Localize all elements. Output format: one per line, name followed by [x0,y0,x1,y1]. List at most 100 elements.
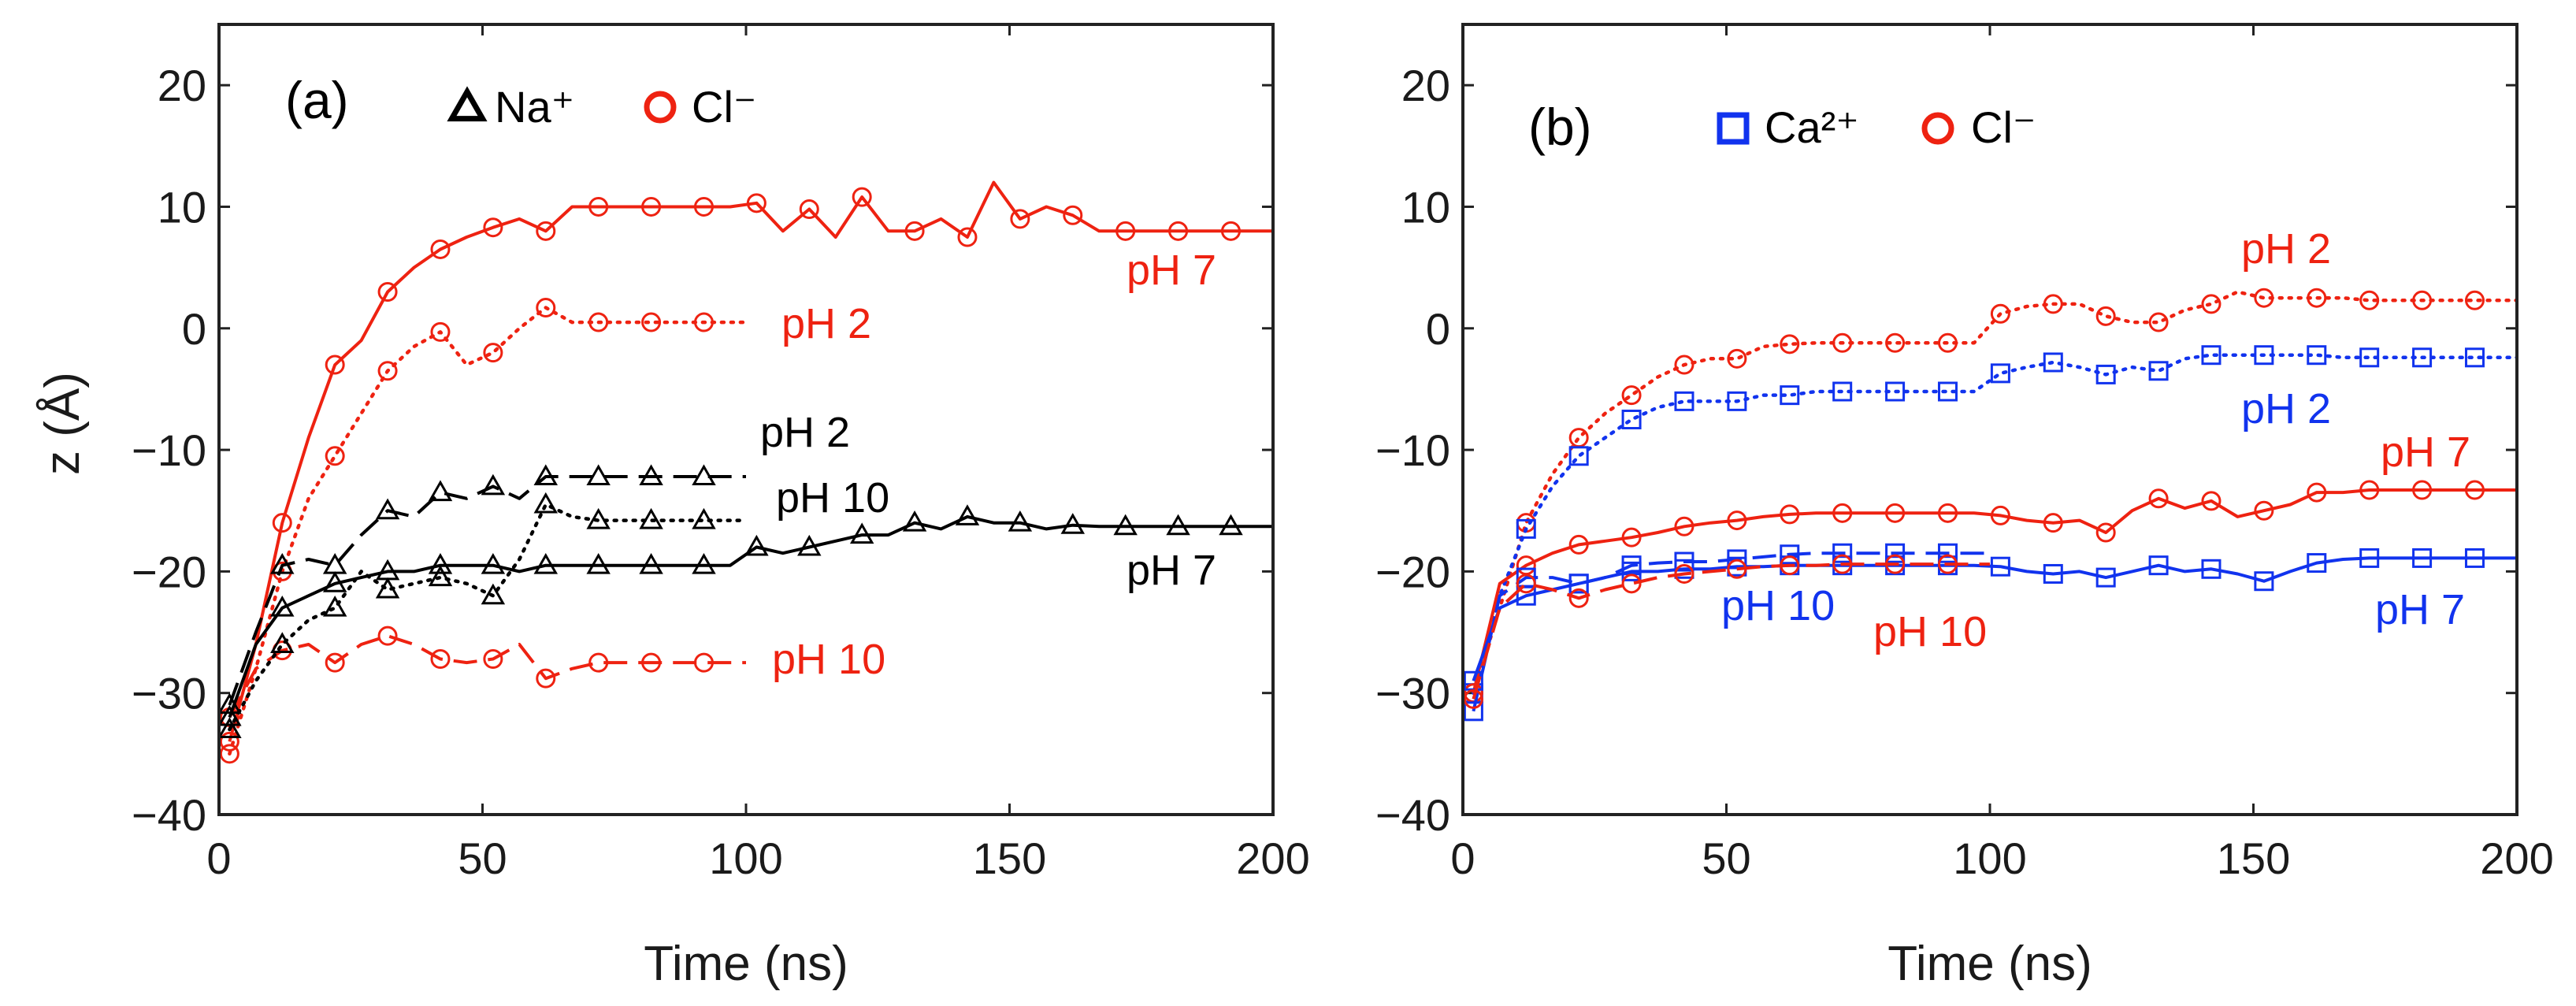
data-point [377,626,398,646]
x-tick-label: 100 [1953,833,2026,883]
data-point [1780,334,1800,355]
data-point [1621,385,1642,406]
data-point [1937,543,1958,563]
data-point [1060,513,1086,534]
y-tick-label: −10 [1375,425,1450,475]
y-tick-label: 0 [182,304,206,354]
data-point [1937,381,1958,402]
series-ca2-ph-2 [1463,345,2517,703]
data-point [1780,544,1800,565]
data-point [1727,348,1747,369]
data-point [270,552,295,574]
series-annotation: pH 10 [1873,608,1987,655]
data-point [1727,510,1747,531]
data-point [219,704,242,726]
series-na-ph-2 [219,464,746,715]
x-tick-label: 200 [1236,833,1309,883]
data-point [1990,556,2010,577]
y-tick-label: −30 [1375,669,1450,718]
data-point [797,534,822,556]
series-annotation: pH 7 [1127,547,1216,594]
data-point [1885,543,1906,563]
data-point [586,552,611,574]
data-point [641,196,662,217]
data-point [692,464,716,486]
data-point [2095,364,2116,384]
data-point [322,552,347,574]
y-tick-label: −10 [132,425,206,475]
data-point [2095,306,2116,326]
data-point [1621,410,1642,429]
x-axis-label: Time (ns) [644,937,848,991]
panel-b: 0 50 100 150 200 −40 −30 −20 −10 0 10 20 Time (ns) pH… [1375,23,2554,991]
data-point [2254,500,2274,521]
series-annotation: pH 2 [760,409,850,456]
data-point [2464,480,2485,500]
series-line [228,514,1273,718]
data-point [430,239,451,259]
data-point [1780,385,1800,406]
series-cl-ph-10 [1463,554,1990,709]
data-point [1516,574,1536,594]
data-point [1990,363,2010,384]
data-point [2043,563,2063,584]
data-point [2307,482,2327,503]
series-line [1472,290,2517,695]
y-tick-label: −20 [1375,547,1450,596]
data-point [1727,559,1747,579]
series-annotation: pH 10 [776,474,889,522]
data-point [693,312,714,332]
data-point [586,464,611,486]
data-point [1113,514,1138,536]
series-ca2-ph-10 [1463,543,1990,722]
x-tick-label: 200 [2480,833,2553,883]
panel-label: (b) [1528,98,1592,156]
data-point [586,507,611,529]
data-point [1727,391,1747,411]
data-point [272,513,292,533]
data-point [641,652,662,673]
data-point [852,187,872,207]
data-point [2412,480,2433,500]
data-point [1674,563,1694,584]
y-tick-label: 20 [1401,61,1450,110]
data-point [641,312,662,332]
data-point [2254,288,2274,308]
series-line [228,503,748,732]
data-point [2464,347,2485,368]
data-point [322,571,347,592]
data-point [2043,513,2063,533]
data-point [2254,571,2274,592]
data-point [325,652,345,673]
y-tick-label: −40 [132,790,206,840]
y-tick-label: 0 [1426,304,1450,354]
data-point [1621,527,1642,548]
data-point [588,196,609,217]
data-point [2254,345,2274,366]
data-point [270,596,295,617]
legend-marker-square [1717,112,1750,145]
data-point [1063,205,1083,225]
data-point [1463,701,1483,722]
data-point [1885,503,1906,523]
x-axis-label: Time (ns) [1887,937,2092,991]
data-point [219,692,242,715]
y-axis-label: z (Å) [35,372,90,475]
legend-marker-circle [644,91,677,124]
data-point [1885,381,1906,402]
data-point [1008,510,1033,532]
data-point [2412,290,2433,310]
data-point [1674,355,1694,375]
legend-marker-circle [1921,112,1954,145]
data-point [693,196,714,217]
data-point [2148,555,2169,576]
y-tick-label: −30 [132,669,206,718]
data-point [639,507,663,529]
data-point [746,193,766,213]
x-tick-label: 0 [206,833,231,883]
data-point [430,321,451,342]
data-point [533,552,559,574]
series-line [1472,488,2517,694]
series-annotation: pH 7 [2381,429,2470,476]
